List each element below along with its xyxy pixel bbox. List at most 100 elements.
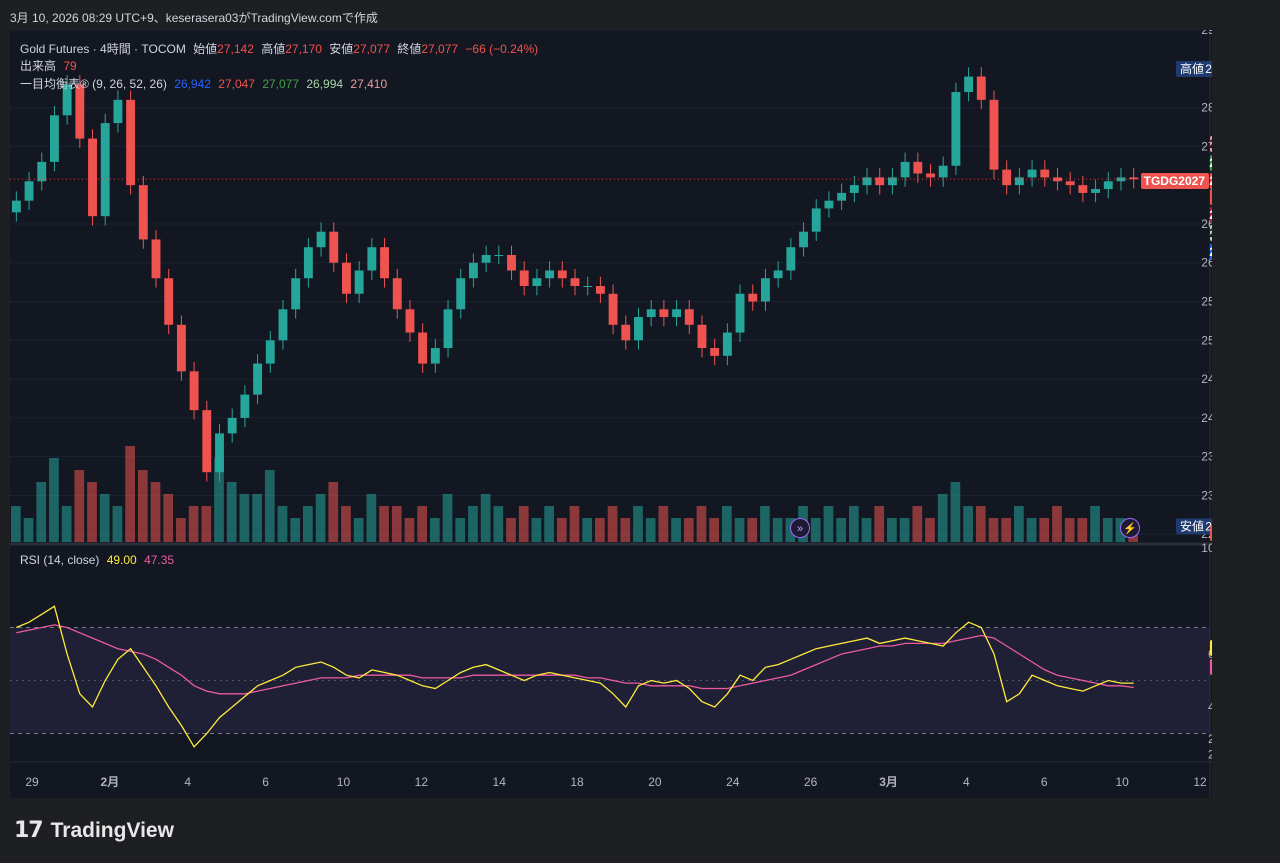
volume-bar <box>874 506 885 542</box>
volume-bar <box>899 518 910 542</box>
volume-bar <box>290 518 301 542</box>
candle-body <box>380 247 389 279</box>
chart-panel[interactable]: 29,00028,00027,50026,50026,00025,50025,0… <box>10 23 1250 798</box>
candle-body <box>37 161 47 182</box>
candle-body <box>659 309 669 318</box>
candle-body <box>11 200 21 213</box>
time-tick-label: 2月 <box>101 775 120 789</box>
candle-body <box>164 278 174 325</box>
volume-bar <box>950 482 961 542</box>
volume-bar <box>1064 518 1075 542</box>
time-tick-label: 20 <box>648 775 662 789</box>
candle-body <box>291 278 301 310</box>
volume-bar <box>1090 506 1100 542</box>
legend-low: 27,077 <box>353 42 390 56</box>
volume-bar <box>569 506 580 542</box>
candle-body <box>608 293 618 325</box>
candle-body <box>151 239 161 279</box>
volume-bar <box>239 494 250 542</box>
candle-body <box>532 278 542 286</box>
volume-bar <box>1077 518 1088 542</box>
candle-body <box>773 270 783 279</box>
rsi-ma-badge: 47.35 <box>1210 659 1250 675</box>
volume-bar <box>49 458 59 542</box>
volume-bar <box>277 506 288 542</box>
conversion-badge-text: 26,942 <box>1209 245 1212 259</box>
volume-bar <box>925 518 935 542</box>
candle-body <box>862 177 872 186</box>
candle-body <box>62 84 72 116</box>
candle-body <box>837 192 847 201</box>
legend-open: 27,142 <box>217 42 254 56</box>
volume-bar <box>353 518 364 542</box>
candle-body <box>481 254 491 263</box>
volume-bar <box>36 482 47 542</box>
time-tick-label: 12 <box>415 775 429 789</box>
volume-bar <box>480 494 491 542</box>
volume-bar <box>988 518 999 542</box>
volume-legend: 出来高 79 <box>20 57 81 74</box>
span-b-badge: 27,410 <box>1209 136 1250 152</box>
volume-bar <box>887 518 897 542</box>
volume-bar <box>214 458 224 542</box>
volume-bar <box>11 506 21 542</box>
candle-body <box>557 270 567 279</box>
fast-forward-icon[interactable]: » <box>790 518 810 538</box>
volume-bar <box>468 506 478 542</box>
candle-body <box>1116 177 1126 182</box>
base-badge: 27,047 <box>1209 207 1250 223</box>
volume-bar <box>493 506 504 542</box>
chart-svg[interactable]: 29,00028,00027,50026,50026,00025,50025,0… <box>10 23 1250 798</box>
high-badge: 高値28,498 <box>1176 60 1246 77</box>
volume-bar <box>188 506 199 542</box>
candle-body <box>938 165 948 178</box>
brand-name: TradingView <box>50 818 174 842</box>
price-tick-label: 23,500 <box>1201 450 1212 464</box>
volume-bar <box>455 518 466 542</box>
low-badge: 安値22,601 <box>1176 518 1246 535</box>
volume-bar <box>531 518 542 542</box>
candle-body <box>88 138 97 217</box>
legend-high: 27,170 <box>285 42 322 56</box>
main-legend: Gold Futures · 4時間 · TOCOM 始値27,142 高値27… <box>20 40 542 57</box>
legend-change: −66 (−0.24%) <box>465 42 539 56</box>
legend-rsi-label: RSI (14, close) <box>20 553 100 567</box>
volume-bar <box>417 506 427 542</box>
candle-body <box>253 363 263 395</box>
volume-bar <box>226 482 237 542</box>
volume-bar <box>848 506 859 542</box>
time-tick-label: 10 <box>337 775 351 789</box>
candle-body <box>519 270 529 286</box>
time-tick-label: 29 <box>25 775 39 789</box>
price-tick-label: 29,000 <box>1201 30 1212 37</box>
legend-rsi-value: 49.00 <box>106 553 137 567</box>
candle-body <box>418 332 428 364</box>
rsi-ma-badge-bg <box>1210 659 1250 675</box>
volume-bar <box>836 518 846 542</box>
time-tick-label: 24 <box>726 775 740 789</box>
volume-bar <box>760 506 770 542</box>
volume-bar <box>391 506 402 542</box>
volume-bar <box>163 494 174 542</box>
legend-rsi-ma: 47.35 <box>144 553 175 567</box>
time-tick-label: 4 <box>963 775 970 789</box>
legend-ichimoku-span-b: 27,410 <box>350 77 388 91</box>
volume-bar <box>595 518 605 542</box>
volume-bar <box>366 494 377 542</box>
price-tick-label: 28,000 <box>1201 101 1212 115</box>
candle-body <box>24 181 34 201</box>
header-bar: 3月 10, 2026 08:29 UTC+9、keserasera03がTra… <box>0 0 1280 32</box>
symbol-tag-badge: TGDG2027 <box>1141 173 1209 189</box>
volume-bar <box>620 518 631 542</box>
volume-bar <box>544 506 554 542</box>
time-tick-label: 4 <box>184 775 191 789</box>
candle-body <box>761 278 770 302</box>
lightning-icon[interactable]: ⚡ <box>1120 518 1140 538</box>
symbol-tag-badge-text: TGDG2027 <box>1144 174 1206 188</box>
candle-body <box>1002 169 1012 186</box>
volume-bar <box>150 482 161 542</box>
volume-bar <box>1039 518 1050 542</box>
legend-low-label: 安値 <box>329 42 354 56</box>
volume-bar <box>734 518 745 542</box>
candle-body <box>1078 185 1088 193</box>
